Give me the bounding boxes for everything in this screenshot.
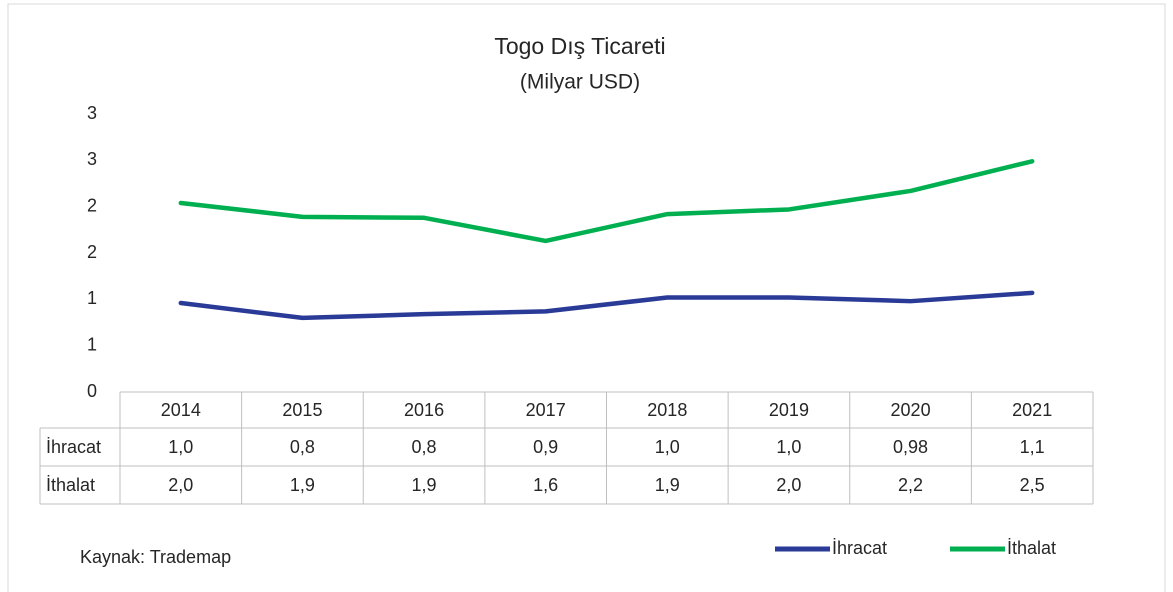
y-tick-label: 0 [87, 381, 97, 401]
series-line [178, 290, 1035, 321]
y-tick-label: 3 [87, 103, 97, 123]
chart-title: Togo Dış Ticareti [494, 33, 665, 59]
legend-label: İthalat [1007, 538, 1056, 558]
x-tick-label: 2014 [161, 400, 201, 420]
y-tick-label: 3 [87, 149, 97, 169]
series-line [178, 159, 1035, 244]
table-cell: 1,9 [290, 475, 315, 495]
table-cell: 1,0 [776, 437, 801, 457]
table-cell: 1,0 [655, 437, 680, 457]
table-cell: 2,5 [1020, 475, 1045, 495]
table-cell: 2,0 [168, 475, 193, 495]
table-cell: 1,9 [655, 475, 680, 495]
y-tick-label: 1 [87, 288, 97, 308]
x-tick-label: 2016 [404, 400, 444, 420]
legend-label: İhracat [832, 538, 887, 558]
x-tick-label: 2015 [282, 400, 322, 420]
chart-subtitle: (Milyar USD) [520, 71, 640, 94]
x-tick-label: 2018 [647, 400, 687, 420]
table-cell: 0,8 [290, 437, 315, 457]
table-row-label: İhracat [46, 437, 101, 457]
x-tick-label: 2020 [891, 400, 931, 420]
y-tick-label: 1 [87, 334, 97, 354]
table-cell: 1,6 [533, 475, 558, 495]
table-cell: 0,8 [412, 437, 437, 457]
table-cell: 1,9 [412, 475, 437, 495]
table-cell: 2,2 [898, 475, 923, 495]
source-note: Kaynak: Trademap [80, 547, 231, 567]
chart-border [7, 3, 1166, 592]
x-tick-label: 2021 [1012, 400, 1052, 420]
table-cell: 1,0 [168, 437, 193, 457]
table-row-label: İthalat [46, 475, 95, 495]
table-cell: 2,0 [776, 475, 801, 495]
y-tick-label: 2 [87, 242, 97, 262]
x-tick-label: 2019 [769, 400, 809, 420]
table-cell: 1,1 [1020, 437, 1045, 457]
x-tick-label: 2017 [526, 400, 566, 420]
y-tick-label: 2 [87, 195, 97, 215]
table-cell: 0,9 [533, 437, 558, 457]
table-cell: 0,98 [893, 437, 928, 457]
